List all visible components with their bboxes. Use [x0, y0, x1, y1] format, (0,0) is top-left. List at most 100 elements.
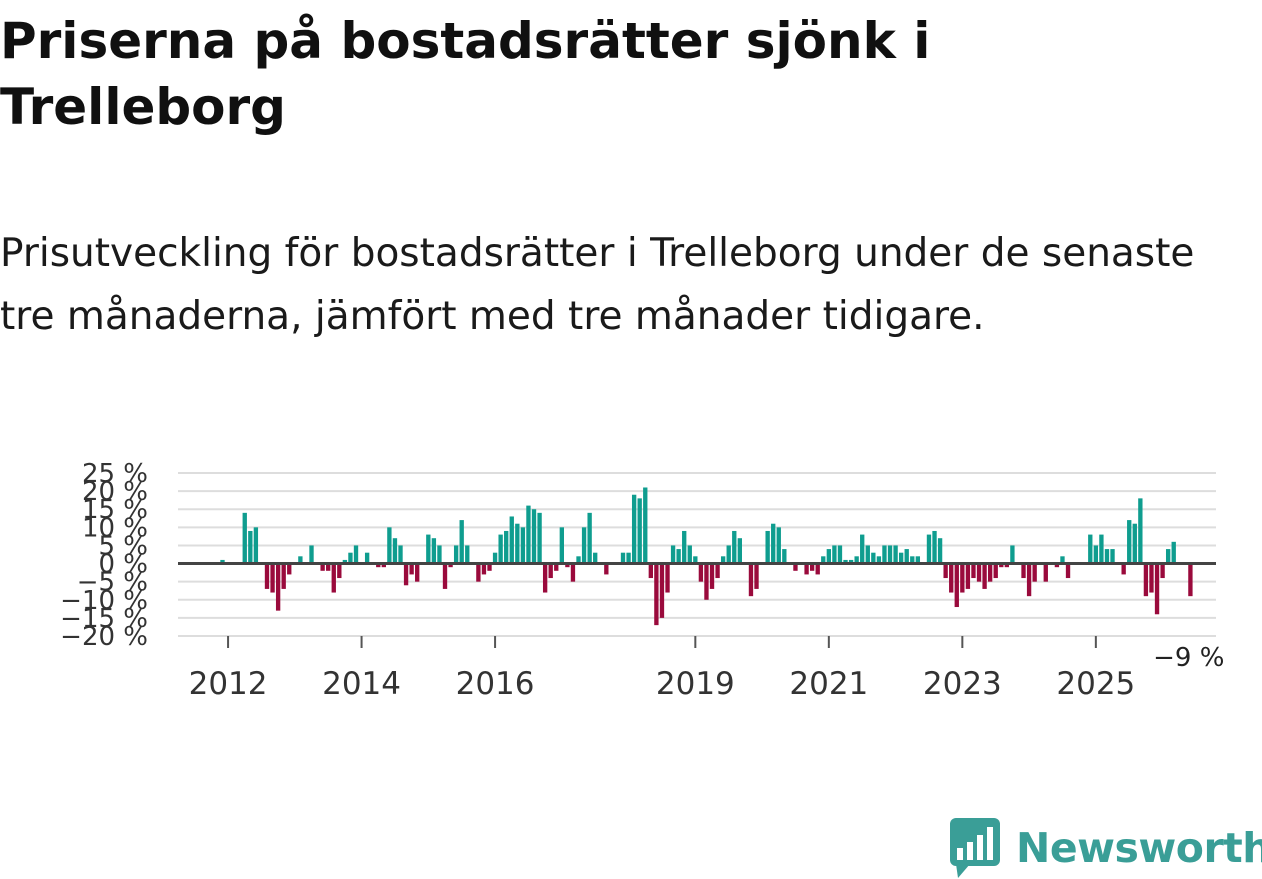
bar [720, 556, 726, 564]
bar [309, 545, 314, 564]
y-tick-label: −20 % [60, 622, 148, 652]
last-value-label: −9 % [1153, 643, 1224, 673]
bar [537, 512, 542, 564]
y-tick-label: −5 % [77, 568, 148, 598]
brand-logo: Newsworthy [950, 818, 1262, 878]
bar [659, 563, 665, 618]
bar-chart-speech-bubble-icon [950, 818, 1000, 878]
bar [1165, 549, 1171, 564]
bar [682, 530, 687, 564]
bar [676, 549, 681, 564]
bar [843, 559, 848, 564]
bar [893, 545, 898, 564]
bar [620, 552, 626, 564]
x-tick-label: 2023 [923, 666, 1002, 702]
bar [381, 563, 386, 568]
bar [248, 530, 253, 564]
bar [926, 534, 932, 564]
x-tick-label: 2025 [1056, 666, 1135, 702]
bar [281, 563, 286, 589]
bar [548, 563, 553, 579]
bar [848, 559, 854, 564]
bar [915, 556, 921, 564]
bar [854, 556, 859, 564]
bar [587, 512, 592, 564]
bar [504, 530, 509, 564]
bar [348, 552, 353, 564]
bar [793, 563, 798, 571]
y-tick-label: −10 % [60, 586, 148, 616]
y-tick-label: 25 % [82, 459, 148, 489]
bar [648, 563, 653, 579]
bar [387, 527, 392, 564]
bar [804, 563, 809, 575]
bar [910, 556, 915, 564]
bar [342, 559, 348, 564]
bar [837, 545, 843, 564]
bar [353, 545, 359, 564]
bar [815, 563, 820, 575]
bar [554, 563, 559, 571]
bar [581, 527, 587, 564]
bars [220, 487, 1193, 626]
bar [999, 563, 1004, 568]
bar [298, 556, 303, 564]
bar [737, 538, 742, 564]
bar [448, 563, 453, 568]
bar [832, 545, 837, 564]
bar [364, 552, 370, 564]
bar [1149, 563, 1154, 593]
bar [220, 559, 225, 564]
bar [865, 545, 870, 564]
bar-chart: 25 %20 %15 %10 %5 %0 %−5 %−10 %−15 %−20 … [60, 459, 1224, 702]
bar [937, 538, 943, 564]
bar [654, 563, 659, 626]
bar [331, 563, 336, 593]
brand-name: Newsworthy [1016, 824, 1262, 872]
bar [882, 545, 887, 564]
annotations: −9 % [1153, 643, 1224, 673]
bar [287, 563, 292, 575]
bar [320, 563, 325, 571]
bar [709, 563, 715, 589]
bar [693, 556, 698, 564]
bar [932, 530, 937, 564]
bar [465, 545, 470, 564]
bar [403, 563, 409, 586]
bar [526, 505, 531, 564]
bar [398, 545, 403, 564]
x-tick-label: 2021 [789, 666, 868, 702]
bar [376, 563, 381, 568]
bar [1138, 498, 1143, 564]
bar [1171, 541, 1176, 564]
x-tick-label: 2014 [322, 666, 401, 702]
bar [1160, 563, 1165, 579]
bar [431, 538, 437, 564]
y-tick-label: −15 % [60, 604, 148, 634]
x-axis: 2012 2014 2016 2019 2021 2023 2025 [189, 636, 1135, 702]
bar [765, 530, 770, 564]
bar [860, 534, 865, 564]
bar [904, 549, 909, 564]
bar [1093, 545, 1099, 564]
bar [426, 534, 431, 564]
gridlines [178, 472, 1216, 637]
bar [826, 549, 832, 564]
bar [1143, 563, 1149, 597]
x-tick-label: 2012 [189, 666, 268, 702]
bar [1026, 563, 1032, 597]
y-tick-label: 5 % [98, 531, 148, 561]
bar [1104, 549, 1110, 564]
bar [531, 509, 537, 564]
bar [1099, 534, 1104, 564]
chart-title: Priserna på bostadsrätter sjönk i Trelle… [0, 12, 931, 136]
bar [631, 494, 637, 564]
bar [687, 545, 692, 564]
bar [1188, 563, 1193, 597]
bar [520, 527, 526, 564]
bar [476, 563, 481, 582]
bar [1032, 563, 1037, 582]
bar [1021, 563, 1026, 579]
bar [643, 487, 648, 564]
bar [876, 556, 882, 564]
